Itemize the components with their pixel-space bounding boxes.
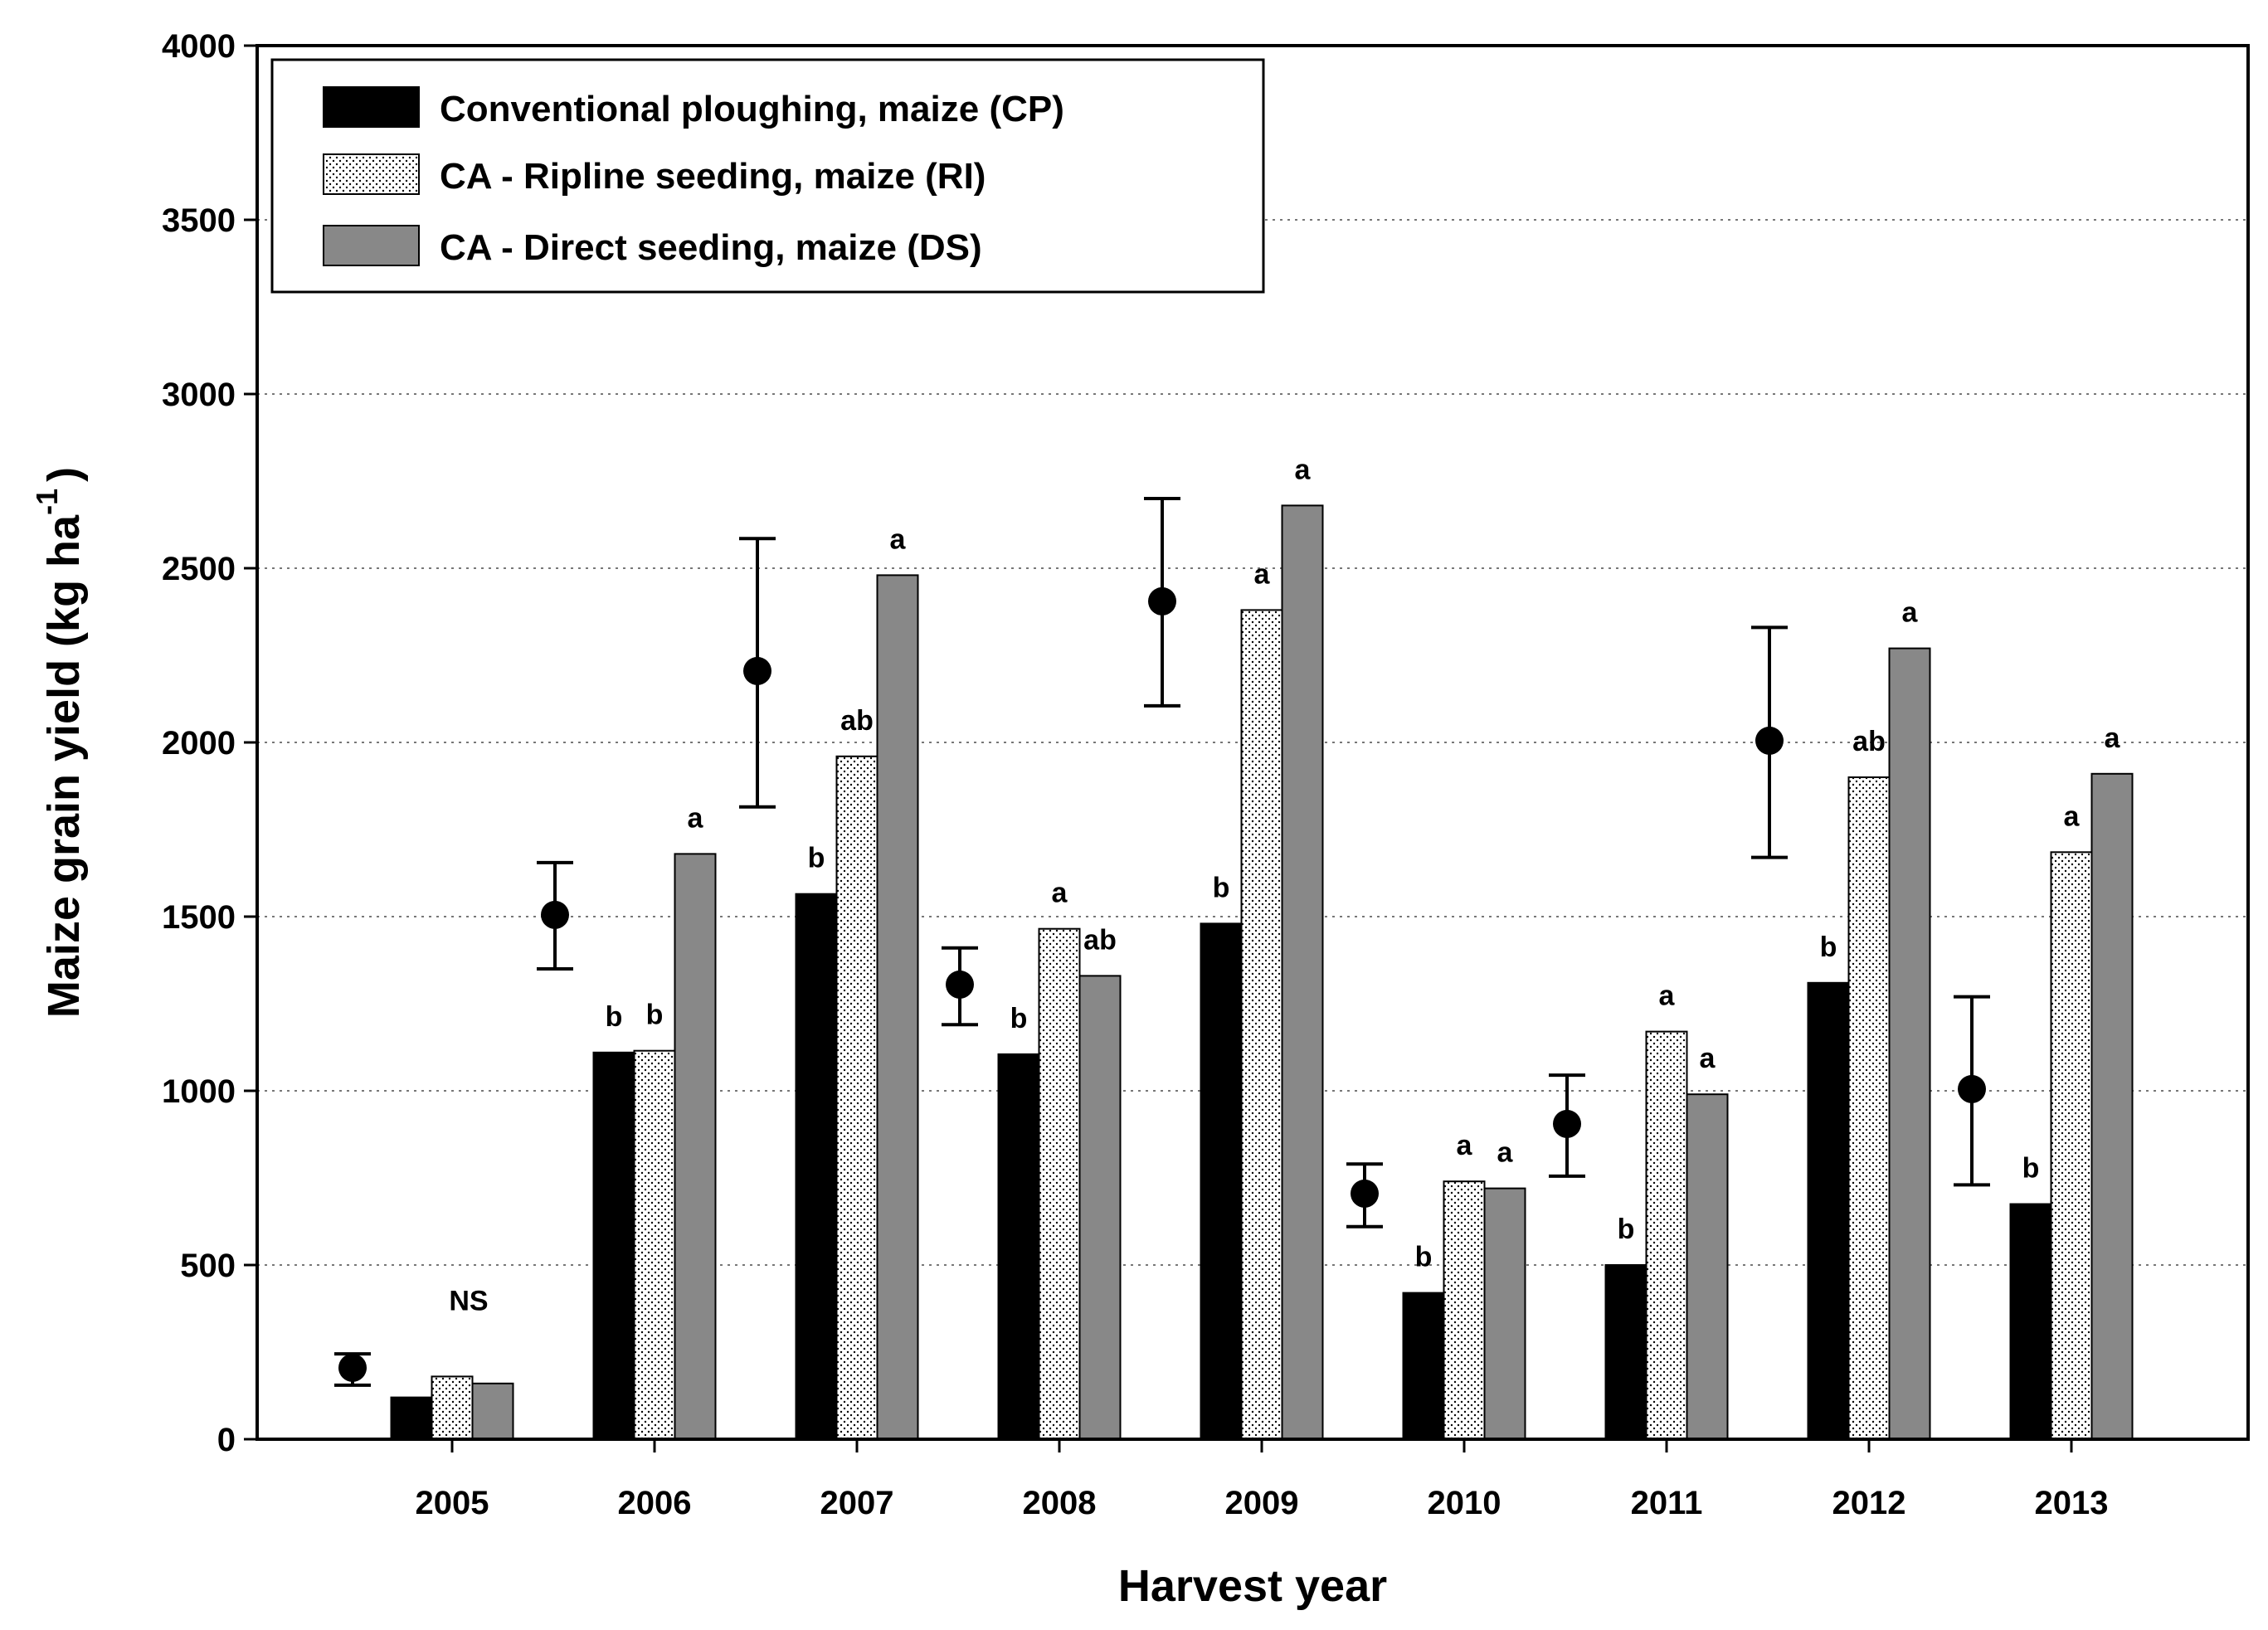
- bar-ds-2012: [1888, 647, 1931, 1440]
- sig-label-ri-2012: ab: [1852, 726, 1886, 757]
- bar-cp-2010: [1402, 1292, 1445, 1440]
- sig-label-cp-2013: b: [2022, 1153, 2040, 1185]
- reference-point-2006: [541, 900, 569, 929]
- x-tick-label-2006: 2006: [618, 1485, 692, 1521]
- bar-cp-2006: [592, 1051, 635, 1441]
- sig-label-cp-2007: b: [808, 843, 825, 874]
- bar-cp-2009: [1200, 922, 1243, 1440]
- y-tick-label-4000: 4000: [162, 28, 236, 65]
- y-tick-label-2500: 2500: [162, 551, 236, 587]
- x-tick-label-2012: 2012: [1832, 1485, 1906, 1521]
- y-tick-label-3000: 3000: [162, 377, 236, 413]
- sig-label-cp-2011: b: [1618, 1214, 1635, 1245]
- sig-label-ds-2013: a: [2105, 723, 2121, 754]
- legend-label-ds: CA - Direct seeding, maize (DS): [440, 227, 982, 268]
- bar-cp-2005: [390, 1396, 433, 1440]
- sig-label-ri-2010: a: [1457, 1130, 1473, 1161]
- sig-label-ri-2011: a: [1659, 980, 1676, 1012]
- legend-label-cp: Conventional ploughing, maize (CP): [440, 89, 1064, 129]
- y-tick-label-2000: 2000: [162, 725, 236, 761]
- x-tick-label-2013: 2013: [2035, 1485, 2109, 1521]
- legend-label-ri: CA - Ripline seeding, maize (RI): [440, 156, 986, 197]
- reference-point-2011: [1553, 1109, 1581, 1138]
- sig-label-ds-2007: a: [890, 523, 907, 555]
- sig-label-ds-2010: a: [1497, 1137, 1514, 1169]
- x-tick-label-2007: 2007: [820, 1485, 894, 1521]
- bar-ri-2010: [1443, 1180, 1486, 1440]
- bar-ds-2006: [674, 853, 717, 1440]
- bar-ds-2010: [1483, 1187, 1526, 1440]
- bar-ri-2007: [835, 755, 878, 1440]
- bar-cp-2008: [997, 1053, 1040, 1441]
- bar-cp-2011: [1604, 1264, 1647, 1440]
- sig-label-ri-2007: ab: [840, 705, 874, 737]
- sig-label-ri-2013: a: [2064, 800, 2081, 832]
- reference-points: [334, 497, 1990, 1387]
- reference-point-2009: [1148, 586, 1176, 616]
- x-axis-title: Harvest year: [1118, 1561, 1387, 1611]
- y-axis-title-main: Maize grain yield (kg ha: [39, 514, 89, 1018]
- sig-label-ds-2008: ab: [1083, 924, 1117, 956]
- x-tick-label-2009: 2009: [1225, 1485, 1299, 1521]
- svg-text:Maize grain yield (kg ha-1): Maize grain yield (kg ha-1): [30, 467, 89, 1018]
- bar-ri-2008: [1038, 927, 1081, 1440]
- bar-ds-2007: [876, 574, 919, 1440]
- bar-ri-2011: [1645, 1030, 1688, 1440]
- sig-label-cp-2010: b: [1415, 1242, 1433, 1273]
- y-tick-label-0: 0: [217, 1422, 236, 1458]
- x-tick-label-2011: 2011: [1631, 1485, 1703, 1521]
- sig-label-ds-2011: a: [1700, 1043, 1716, 1074]
- sig-label-cp-2008: b: [1010, 1003, 1028, 1034]
- bar-ri-2005: [431, 1375, 474, 1441]
- bar-cp-2013: [2009, 1203, 2052, 1440]
- bar-ri-2012: [1847, 776, 1891, 1440]
- y-axis-title-superscript: -1: [30, 489, 64, 515]
- bar-ds-2013: [2090, 772, 2134, 1440]
- sig-label-ri-2006: b: [646, 1000, 664, 1031]
- x-axis: 2005 2006 2007 2008 2009 2010 2011 2012 2013: [416, 1439, 2109, 1521]
- legend: Conventional ploughing, maize (CP) CA - …: [270, 58, 1265, 294]
- group-annotation-2005: NS: [449, 1285, 488, 1316]
- sig-label-cp-2006: b: [606, 1001, 623, 1033]
- bar-cp-2007: [795, 893, 838, 1440]
- y-tick-label-1500: 1500: [162, 899, 236, 936]
- x-tick-label-2005: 2005: [416, 1485, 489, 1521]
- y-axis: 0 500 1000 1500 2000 2500 3000 3500 4000: [162, 28, 257, 1458]
- bars: [390, 504, 2134, 1441]
- y-tick-label-3500: 3500: [162, 202, 236, 239]
- bar-ri-2013: [2050, 851, 2093, 1441]
- sig-label-ri-2008: a: [1052, 878, 1068, 909]
- legend-swatch-cp: [323, 86, 420, 128]
- x-tick-label-2010: 2010: [1428, 1485, 1501, 1521]
- y-axis-title: Maize grain yield (kg ha-1): [30, 467, 89, 1018]
- sig-label-ds-2006: a: [688, 802, 704, 834]
- sig-label-cp-2009: b: [1213, 872, 1230, 903]
- y-axis-title-close: ): [39, 467, 89, 482]
- sig-label-cp-2012: b: [1820, 932, 1837, 963]
- reference-point-2010: [1351, 1179, 1379, 1208]
- sig-label-ds-2012: a: [1902, 597, 1919, 629]
- legend-box: [270, 58, 1265, 294]
- reference-point-2008: [946, 970, 974, 999]
- y-tick-label-500: 500: [180, 1248, 236, 1284]
- bar-ri-2006: [633, 1049, 676, 1440]
- reference-point-2007: [743, 656, 771, 685]
- bar-cp-2012: [1807, 981, 1850, 1441]
- bar-ds-2009: [1281, 504, 1324, 1440]
- reference-point-2012: [1755, 726, 1784, 755]
- y-tick-label-1000: 1000: [162, 1073, 236, 1110]
- bar-ds-2011: [1686, 1093, 1729, 1440]
- bar-ri-2009: [1240, 609, 1283, 1440]
- sig-label-ri-2009: a: [1254, 558, 1271, 590]
- x-tick-label-2008: 2008: [1023, 1485, 1097, 1521]
- reference-point-2005: [338, 1353, 367, 1382]
- bar-ds-2008: [1078, 975, 1122, 1440]
- sig-label-ds-2009: a: [1295, 454, 1312, 485]
- legend-swatch-ds: [323, 225, 420, 266]
- bar-ds-2005: [471, 1382, 514, 1441]
- legend-swatch-ri: [323, 153, 420, 195]
- reference-point-2013: [1958, 1074, 1986, 1103]
